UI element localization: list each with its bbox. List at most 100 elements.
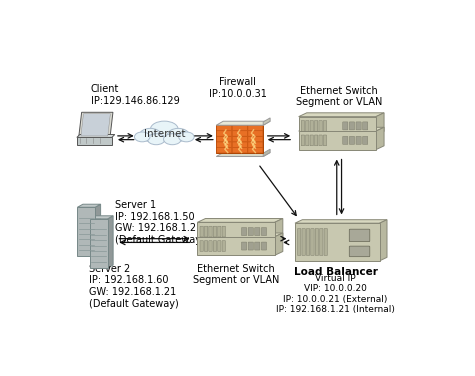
Text: Virtual IP
VIP: 10.0.0.20
IP: 10.0.0.21 (External)
IP: 192.168.1.21 (Internal): Virtual IP VIP: 10.0.0.20 IP: 10.0.0.21 … bbox=[276, 274, 395, 314]
Polygon shape bbox=[90, 219, 108, 268]
Polygon shape bbox=[216, 153, 270, 156]
FancyBboxPatch shape bbox=[200, 241, 203, 252]
Polygon shape bbox=[198, 218, 283, 222]
Text: Internet: Internet bbox=[143, 129, 185, 139]
Text: Ethernet Switch
Segment or VLAN: Ethernet Switch Segment or VLAN bbox=[193, 264, 279, 285]
Polygon shape bbox=[299, 131, 376, 150]
FancyBboxPatch shape bbox=[232, 148, 247, 153]
FancyBboxPatch shape bbox=[241, 227, 247, 236]
FancyBboxPatch shape bbox=[255, 242, 260, 250]
FancyBboxPatch shape bbox=[209, 226, 212, 237]
FancyBboxPatch shape bbox=[362, 122, 368, 130]
Polygon shape bbox=[376, 113, 384, 135]
Ellipse shape bbox=[140, 128, 161, 141]
FancyBboxPatch shape bbox=[301, 135, 304, 146]
FancyBboxPatch shape bbox=[248, 125, 263, 130]
FancyBboxPatch shape bbox=[310, 135, 314, 146]
FancyBboxPatch shape bbox=[261, 242, 266, 250]
FancyBboxPatch shape bbox=[213, 241, 217, 252]
FancyBboxPatch shape bbox=[204, 226, 208, 237]
Ellipse shape bbox=[134, 132, 150, 142]
Polygon shape bbox=[77, 135, 115, 137]
FancyBboxPatch shape bbox=[319, 135, 322, 146]
FancyBboxPatch shape bbox=[213, 226, 217, 237]
Ellipse shape bbox=[151, 121, 178, 137]
FancyBboxPatch shape bbox=[305, 121, 309, 131]
FancyBboxPatch shape bbox=[320, 229, 323, 255]
FancyBboxPatch shape bbox=[222, 241, 226, 252]
FancyBboxPatch shape bbox=[319, 121, 322, 131]
FancyBboxPatch shape bbox=[248, 148, 263, 153]
FancyBboxPatch shape bbox=[209, 241, 212, 252]
Polygon shape bbox=[90, 216, 113, 219]
Polygon shape bbox=[79, 112, 113, 137]
FancyBboxPatch shape bbox=[343, 122, 348, 130]
FancyBboxPatch shape bbox=[217, 131, 232, 136]
Polygon shape bbox=[299, 117, 376, 135]
Polygon shape bbox=[216, 121, 270, 125]
Polygon shape bbox=[299, 113, 384, 117]
Text: Server 2
IP: 192.168.1.60
GW: 192.168.1.21
(Default Gateway): Server 2 IP: 192.168.1.60 GW: 192.168.1.… bbox=[89, 264, 179, 308]
Text: Firewall
IP:10.0.0.31: Firewall IP:10.0.0.31 bbox=[209, 77, 267, 99]
Text: Client
IP:129.146.86.129: Client IP:129.146.86.129 bbox=[91, 84, 180, 106]
FancyBboxPatch shape bbox=[248, 136, 263, 142]
FancyBboxPatch shape bbox=[323, 121, 327, 131]
FancyBboxPatch shape bbox=[217, 125, 232, 130]
Polygon shape bbox=[81, 114, 110, 136]
FancyBboxPatch shape bbox=[200, 226, 203, 237]
Ellipse shape bbox=[163, 134, 181, 145]
Polygon shape bbox=[77, 204, 101, 207]
Polygon shape bbox=[275, 233, 283, 255]
Polygon shape bbox=[198, 233, 283, 237]
FancyBboxPatch shape bbox=[302, 229, 305, 255]
Polygon shape bbox=[263, 118, 270, 125]
Polygon shape bbox=[380, 220, 387, 261]
FancyBboxPatch shape bbox=[232, 136, 247, 142]
FancyBboxPatch shape bbox=[356, 136, 361, 144]
FancyBboxPatch shape bbox=[248, 227, 253, 236]
Polygon shape bbox=[295, 223, 380, 261]
Polygon shape bbox=[275, 218, 283, 241]
Polygon shape bbox=[299, 127, 384, 131]
Polygon shape bbox=[77, 137, 112, 145]
FancyBboxPatch shape bbox=[248, 131, 263, 136]
FancyBboxPatch shape bbox=[310, 121, 314, 131]
Ellipse shape bbox=[147, 134, 165, 145]
FancyBboxPatch shape bbox=[218, 226, 221, 237]
FancyBboxPatch shape bbox=[204, 241, 208, 252]
FancyBboxPatch shape bbox=[248, 142, 263, 147]
Ellipse shape bbox=[179, 132, 194, 142]
Text: Load Balancer: Load Balancer bbox=[294, 267, 378, 277]
Polygon shape bbox=[216, 125, 263, 153]
FancyBboxPatch shape bbox=[217, 136, 232, 142]
FancyBboxPatch shape bbox=[301, 121, 304, 131]
FancyBboxPatch shape bbox=[306, 229, 310, 255]
FancyBboxPatch shape bbox=[315, 229, 319, 255]
FancyBboxPatch shape bbox=[349, 229, 370, 242]
FancyBboxPatch shape bbox=[349, 246, 370, 257]
FancyBboxPatch shape bbox=[311, 229, 314, 255]
Ellipse shape bbox=[168, 128, 189, 141]
FancyBboxPatch shape bbox=[297, 229, 301, 255]
Text: Ethernet Switch
Segment or VLAN: Ethernet Switch Segment or VLAN bbox=[296, 86, 382, 108]
FancyBboxPatch shape bbox=[261, 227, 266, 236]
FancyBboxPatch shape bbox=[314, 121, 318, 131]
FancyBboxPatch shape bbox=[356, 122, 361, 130]
FancyBboxPatch shape bbox=[350, 136, 354, 144]
FancyBboxPatch shape bbox=[217, 148, 232, 153]
FancyBboxPatch shape bbox=[314, 135, 318, 146]
Polygon shape bbox=[198, 237, 275, 255]
Polygon shape bbox=[263, 149, 270, 156]
FancyBboxPatch shape bbox=[232, 131, 247, 136]
FancyBboxPatch shape bbox=[350, 122, 354, 130]
FancyBboxPatch shape bbox=[232, 142, 247, 147]
Text: Server 1
IP: 192.168.1.50
GW: 192.168.1.21
(Default Gateway): Server 1 IP: 192.168.1.50 GW: 192.168.1.… bbox=[114, 200, 204, 245]
FancyBboxPatch shape bbox=[305, 135, 309, 146]
FancyBboxPatch shape bbox=[217, 142, 232, 147]
FancyBboxPatch shape bbox=[362, 136, 368, 144]
FancyBboxPatch shape bbox=[343, 136, 348, 144]
Polygon shape bbox=[95, 204, 101, 256]
FancyBboxPatch shape bbox=[218, 241, 221, 252]
Polygon shape bbox=[77, 207, 95, 256]
FancyBboxPatch shape bbox=[248, 242, 253, 250]
